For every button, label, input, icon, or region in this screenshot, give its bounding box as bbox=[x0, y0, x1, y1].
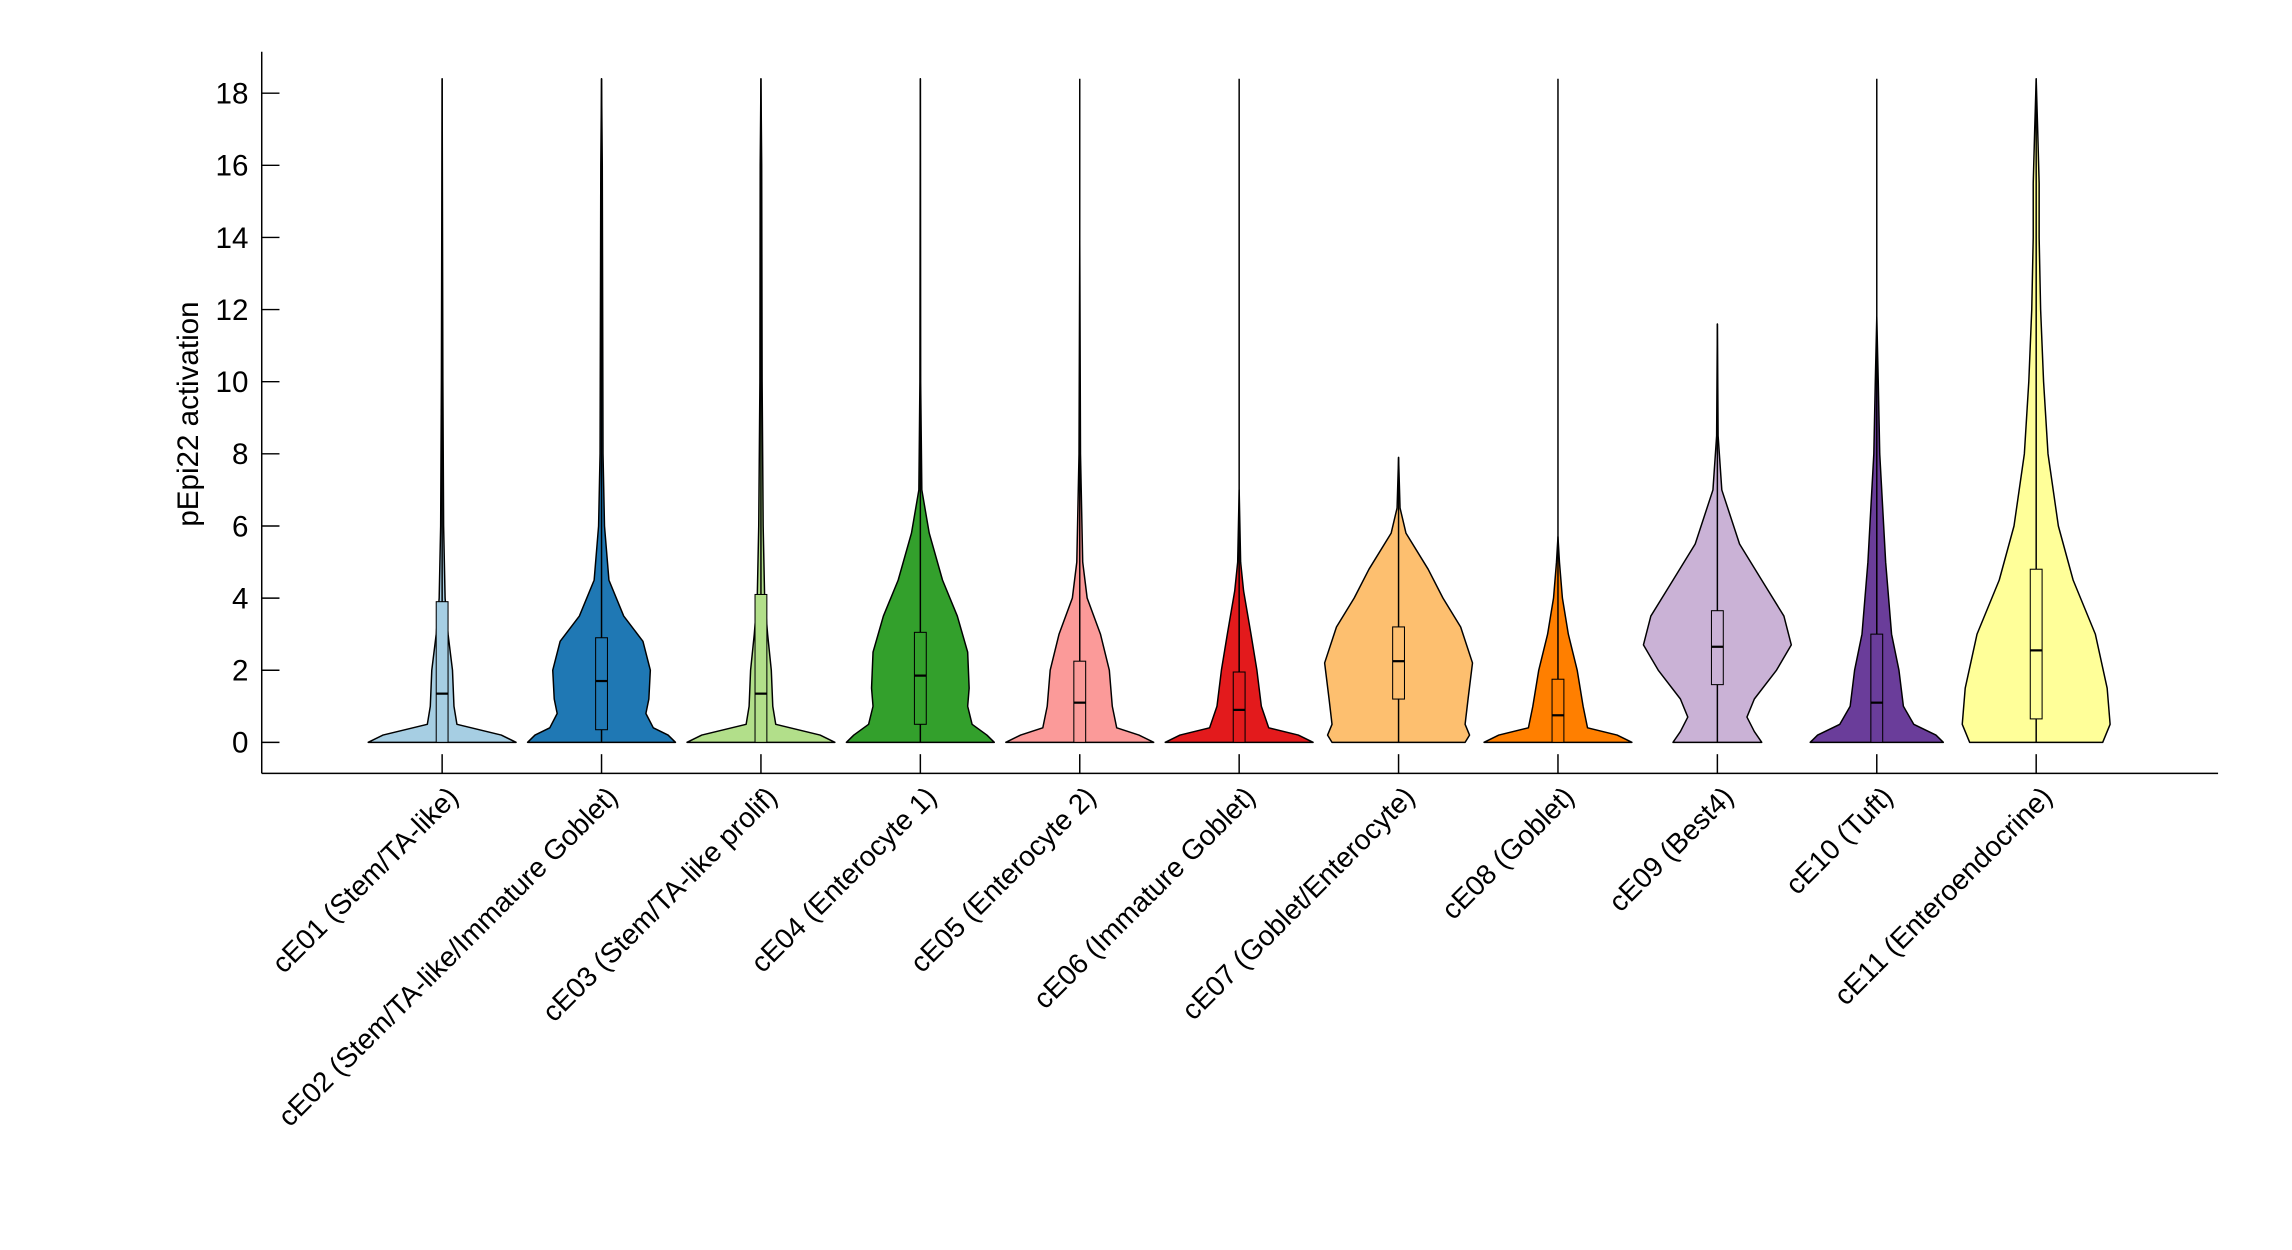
violin-group bbox=[367, 77, 517, 774]
violin-group bbox=[1809, 78, 1945, 774]
violin-group bbox=[1642, 323, 1793, 774]
x-tick-label: cE09 (Best4) bbox=[1603, 781, 1740, 918]
y-tick-label: 12 bbox=[216, 294, 249, 327]
violin-box bbox=[913, 631, 927, 725]
violin-group bbox=[686, 77, 836, 774]
y-tick-label: 14 bbox=[216, 222, 249, 255]
y-tick-label: 0 bbox=[232, 727, 248, 760]
violin-group bbox=[1483, 78, 1633, 774]
violin-group bbox=[1005, 78, 1155, 774]
violin-group bbox=[1961, 77, 2111, 774]
violin-group bbox=[526, 77, 677, 774]
x-tick-labels: cE01 (Stem/TA-like)cE02 (Stem/TA-like/Im… bbox=[266, 781, 2058, 1132]
y-tick-label: 2 bbox=[232, 655, 248, 688]
violin-box bbox=[1232, 671, 1246, 743]
violin-box bbox=[1870, 633, 1884, 743]
y-tick-label: 16 bbox=[216, 150, 249, 183]
violins bbox=[367, 77, 2111, 774]
x-tick-label: cE08 (Goblet) bbox=[1436, 781, 1580, 925]
violin-box bbox=[754, 593, 768, 743]
y-ticks: 0 2 4 6 8 10 12 14 16 18 bbox=[216, 78, 280, 760]
violin-group bbox=[845, 77, 996, 774]
violin-box bbox=[435, 601, 449, 743]
y-tick-label: 4 bbox=[232, 582, 248, 615]
y-tick-label: 8 bbox=[232, 438, 248, 471]
violin-box bbox=[595, 637, 608, 731]
violin-box bbox=[2029, 568, 2043, 720]
violin-group bbox=[1164, 78, 1314, 774]
violin-group bbox=[1323, 456, 1474, 774]
y-axis-label: pEpi22 activation bbox=[172, 301, 205, 526]
y-tick-label: 6 bbox=[232, 510, 248, 543]
y-tick-label: 10 bbox=[216, 366, 249, 399]
x-tick-label: cE02 (Stem/TA-like/Immature Goblet) bbox=[272, 781, 623, 1132]
x-tick-label: cE10 (Tuft) bbox=[1779, 781, 1898, 900]
violin-box bbox=[1392, 626, 1405, 700]
y-tick-label: 18 bbox=[216, 78, 249, 111]
violin-box bbox=[1551, 678, 1565, 743]
